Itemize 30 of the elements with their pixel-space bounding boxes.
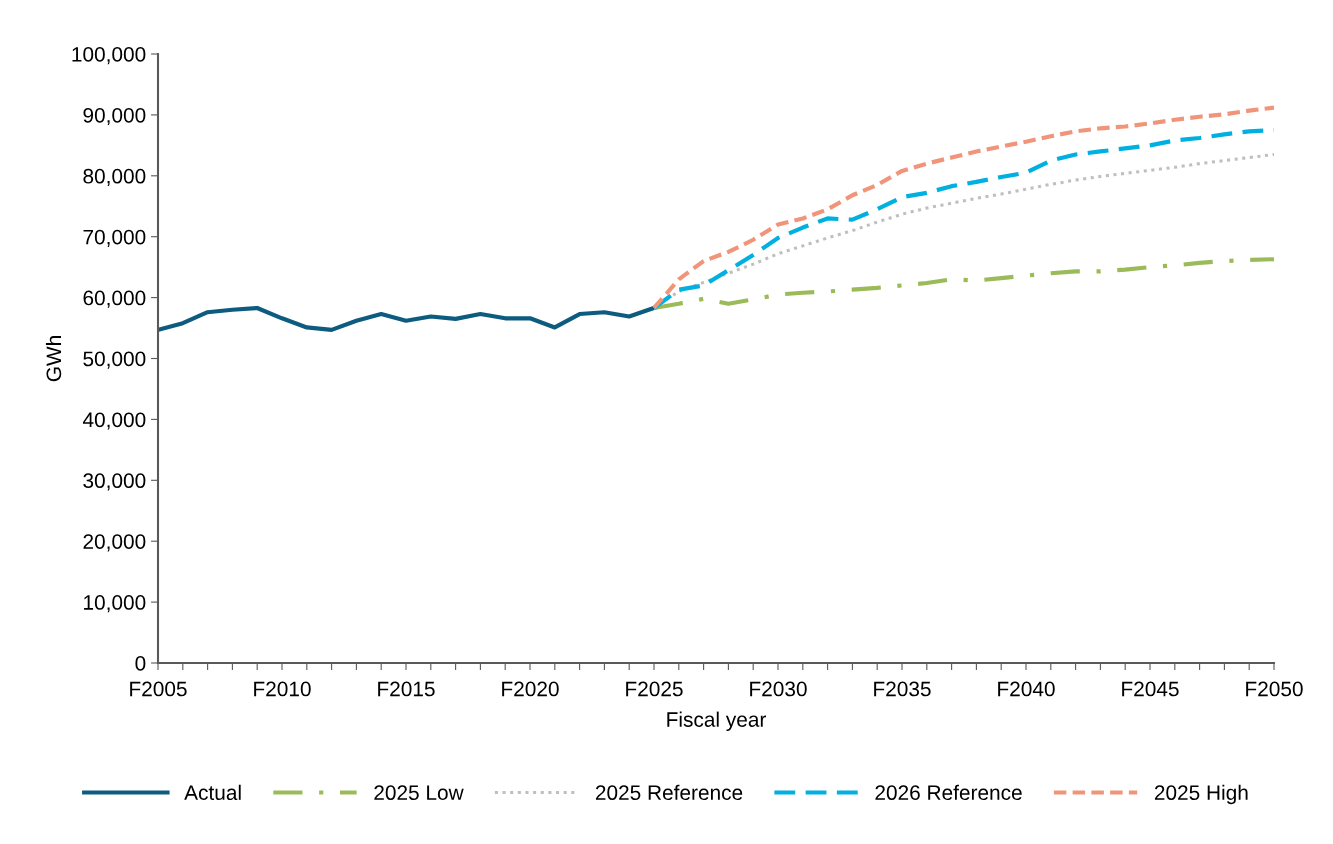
x-axis-title: Fiscal year xyxy=(667,711,767,732)
y-tick-label: 60,000 xyxy=(83,290,146,308)
x-tick-label: F2050 xyxy=(1246,681,1303,697)
y-tick-label: 10,000 xyxy=(84,595,146,613)
x-tick-label: F2045 xyxy=(1122,681,1179,697)
x-tick-label: F2030 xyxy=(750,681,807,697)
y-tick-label: 90,000 xyxy=(83,107,146,126)
legend-label: Actual xyxy=(184,784,241,801)
line-series xyxy=(651,257,1274,311)
legend-label: 2025 Low xyxy=(374,785,464,801)
legend-label: 2026 Reference xyxy=(875,784,1022,801)
x-tick-label: F2040 xyxy=(998,681,1055,697)
x-tick-label: F2005 xyxy=(130,681,187,697)
y-axis-title: GWh xyxy=(45,336,62,382)
x-tick-label: F2035 xyxy=(874,681,931,697)
y-tick-label: 70,000 xyxy=(83,229,146,247)
line-series xyxy=(158,305,657,332)
y-tick-label: 40,000 xyxy=(82,412,146,430)
legend-label: 2025 Reference xyxy=(595,784,743,801)
y-tick-label: 80,000 xyxy=(83,168,146,187)
x-tick-label: F2010 xyxy=(254,681,311,697)
y-tick-label: 0 xyxy=(135,656,146,671)
legend-label: 2025 High xyxy=(1154,784,1248,805)
x-tick-label: F2020 xyxy=(502,681,559,697)
x-tick-label: F2025 xyxy=(626,681,683,697)
y-tick-label: 30,000 xyxy=(83,473,146,491)
y-tick-label: 50,000 xyxy=(83,351,146,369)
y-tick-label: 100,000 xyxy=(72,47,146,65)
x-tick-label: F2015 xyxy=(378,681,435,697)
y-tick-label: 20,000 xyxy=(83,534,146,552)
